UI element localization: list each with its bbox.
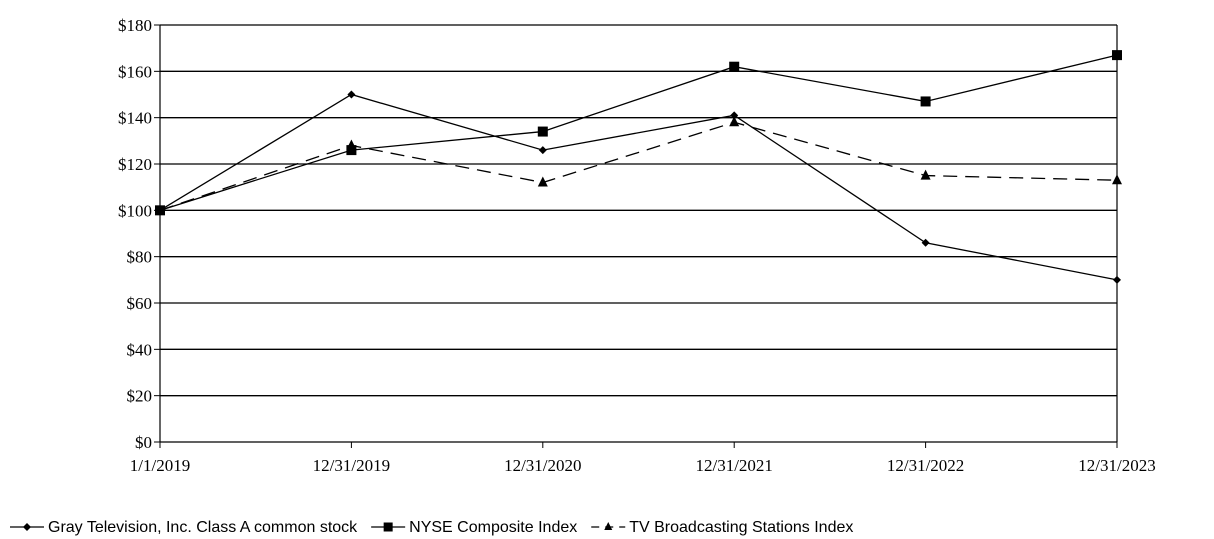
x-tick-label: 12/31/2021 [695, 456, 772, 475]
y-tick-label: $180 [118, 16, 152, 35]
grid-lines [160, 24, 1117, 397]
square-marker [537, 126, 548, 137]
legend-label-1: Gray Television, Inc. Class A common sto… [48, 519, 358, 536]
square-marker [920, 96, 931, 107]
legend: Gray Television, Inc. Class A common sto… [10, 519, 853, 536]
y-tick-label: $40 [127, 340, 153, 359]
x-tick-label: 12/31/2020 [504, 456, 581, 475]
series-line-1 [159, 93, 1118, 281]
axes [159, 25, 1118, 443]
diamond-marker [730, 111, 739, 120]
series-line-3 [159, 121, 1118, 211]
triangle-marker [729, 116, 740, 127]
legend-label-3: TV Broadcasting Stations Index [629, 519, 853, 536]
triangle-marker [346, 139, 357, 150]
series-line-2 [159, 54, 1118, 211]
triangle-marker [537, 176, 548, 187]
square-marker [383, 522, 393, 532]
y-tick-label: $160 [118, 62, 152, 81]
y-tick-label: $60 [127, 294, 153, 313]
legend-label-2: NYSE Composite Index [409, 519, 577, 536]
y-tick-label: $120 [118, 155, 152, 174]
series-lines [155, 50, 1122, 284]
x-tick-label: 12/31/2022 [887, 456, 964, 475]
triangle-marker [920, 169, 931, 180]
square-marker [346, 145, 357, 156]
y-tick-label: $100 [118, 201, 152, 220]
y-axis-ticks: $0 $20 $40 $60 $80 $100 $120 $140 $160 $180 [118, 16, 160, 452]
triangle-marker [155, 204, 165, 215]
y-tick-label: $20 [127, 387, 153, 406]
square-marker [729, 61, 740, 72]
diamond-marker [538, 146, 547, 155]
x-tick-label: 12/31/2023 [1078, 456, 1155, 475]
diamond-marker [921, 238, 930, 247]
x-axis-ticks: 1/1/2019 12/31/2019 12/31/2020 12/31/2021 12… [130, 442, 1156, 475]
diamond-marker [23, 523, 31, 531]
y-tick-label: $0 [135, 433, 152, 452]
square-marker [1112, 50, 1122, 61]
y-tick-label: $80 [127, 248, 153, 267]
triangle-marker [1112, 174, 1122, 185]
diamond-marker [1113, 275, 1121, 284]
diamond-marker [347, 90, 356, 99]
x-tick-label: 1/1/2019 [130, 456, 190, 475]
x-tick-label: 12/31/2019 [313, 456, 390, 475]
triangle-marker [604, 522, 613, 530]
y-tick-label: $140 [118, 109, 152, 128]
